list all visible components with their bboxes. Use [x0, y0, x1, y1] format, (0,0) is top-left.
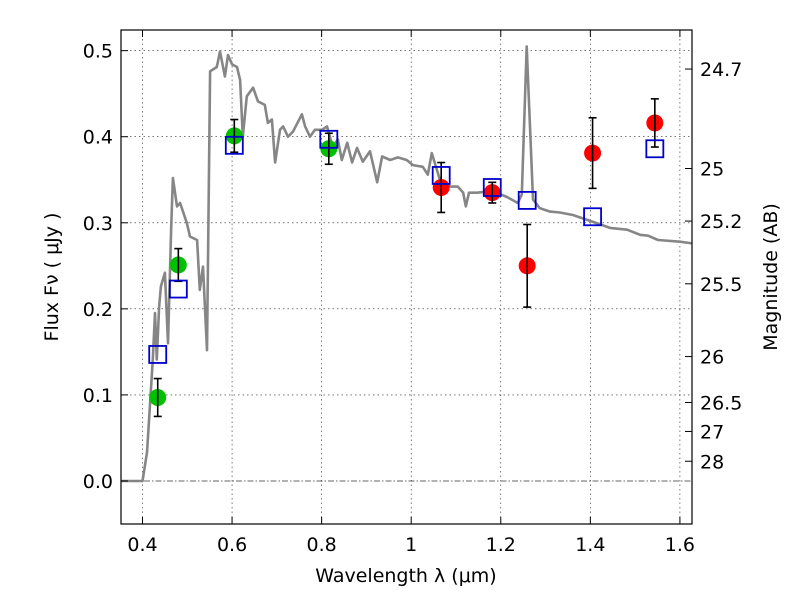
x-tick-label: 1.4 — [575, 534, 605, 556]
model-square — [517, 191, 537, 210]
y-right-tick-label: 28 — [700, 451, 724, 473]
model-square — [645, 139, 665, 159]
y-tick-label: 0.2 — [83, 299, 113, 321]
axes-layer — [120, 29, 693, 525]
model-square — [583, 207, 602, 227]
y-tick-label: 0.5 — [83, 41, 113, 63]
y-axis-label: Flux Fν ( μJy ) — [41, 213, 63, 342]
spectrum-layer — [121, 45, 693, 483]
y-tick-label: 0.4 — [83, 127, 113, 149]
errorbar-layer — [153, 98, 659, 418]
y-right-tick-label: 26.5 — [700, 392, 742, 414]
grid-layer — [121, 30, 692, 524]
y-tick-label: 0.1 — [83, 385, 113, 407]
y-right-tick-label: 25.2 — [700, 211, 742, 233]
model-square — [148, 345, 168, 364]
y-right-tick-label: 25 — [700, 158, 724, 180]
y-axis-right-label: Magnitude (AB) — [760, 203, 782, 351]
x-tick-label: 0.4 — [127, 534, 157, 556]
y-right-tick-label: 27 — [700, 421, 724, 443]
plot-frame — [120, 29, 693, 525]
y-tick-label: 0.0 — [83, 471, 113, 493]
x-tick-label: 0.6 — [217, 534, 247, 556]
x-axis-label: Wavelength λ (μm) — [315, 565, 496, 587]
points-layer — [149, 114, 664, 406]
model-square — [168, 279, 188, 299]
squares-layer — [148, 129, 665, 364]
model-square — [431, 166, 451, 185]
x-tick-label: 1.6 — [665, 534, 695, 556]
x-tick-label: 0.8 — [307, 534, 337, 556]
y-right-tick-label: 24.7 — [700, 59, 742, 81]
model-square — [319, 129, 339, 149]
y-tick-label: 0.3 — [83, 213, 113, 235]
y-right-tick-label: 26 — [700, 347, 724, 369]
model-square — [224, 135, 244, 155]
model-square — [482, 178, 502, 197]
x-tick-label: 1.2 — [486, 534, 516, 556]
spectrum-line — [121, 45, 693, 483]
tick-label-layer: 0.4 0.6 0.8 1 1.2 1.4 1.6 0.0 0.1 0.2 0.3 0.4 0.5 24.… — [83, 41, 743, 556]
x-tick-label: 1 — [405, 534, 417, 556]
y-right-tick-label: 25.5 — [700, 274, 742, 296]
